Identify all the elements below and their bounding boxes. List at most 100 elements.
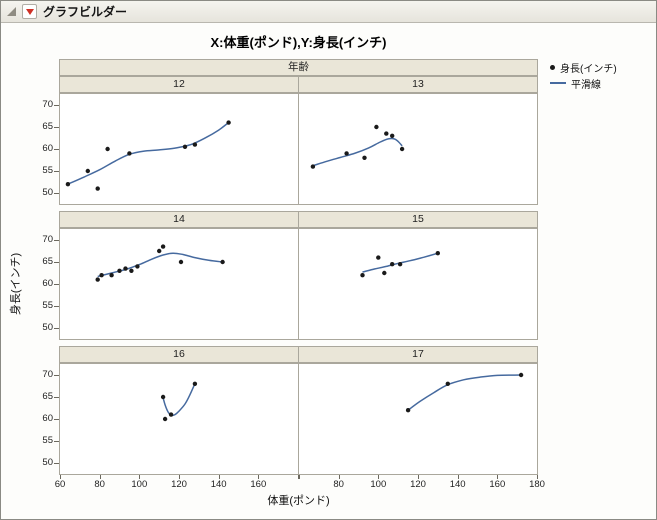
x-tick-label: 60 [54,479,66,490]
y-tick-mark [54,284,59,285]
x-tick-mark [60,475,61,479]
data-point[interactable] [65,182,71,187]
x-tick-mark [179,475,180,479]
x-tick-mark [338,475,340,479]
x-tick-label: 160 [250,479,267,490]
data-point[interactable] [105,146,110,152]
data-point[interactable] [399,146,405,152]
data-point[interactable] [390,262,395,267]
panel-age-14[interactable] [59,228,299,340]
data-point[interactable] [310,164,316,169]
x-tick-label: 140 [210,479,227,490]
smoother-line[interactable] [407,374,522,411]
data-point[interactable] [220,259,225,265]
disclosure-triangle-icon[interactable] [7,7,16,16]
legend-item-smoother[interactable]: 平滑線 [550,75,617,91]
panel-age-16[interactable] [59,363,299,475]
data-point[interactable] [390,133,395,138]
legend-label-points: 身長(インチ) [560,63,617,75]
data-point[interactable] [99,273,104,278]
data-point[interactable] [362,155,367,160]
y-tick-mark [54,441,59,442]
panel-age-12[interactable] [59,93,299,205]
outline-title: グラフビルダー [43,5,128,19]
facet-variable-header: 年齢 [59,59,538,76]
panel-age-13[interactable] [298,93,538,205]
panel-age-17[interactable] [298,363,538,475]
legend-item-points[interactable]: 身長(インチ) [550,59,617,75]
x-tick-label: 120 [171,479,187,490]
y-tick-mark [54,328,59,329]
data-point[interactable] [374,124,379,130]
data-point[interactable] [135,264,140,269]
data-point[interactable] [157,248,162,254]
x-tick-label: 80 [94,479,105,490]
data-point[interactable] [109,273,114,278]
x-tick-mark [418,475,419,479]
facet-label-16: 16 [59,346,299,363]
x-tick-mark [378,475,380,479]
data-point[interactable] [168,412,174,417]
y-tick-mark [54,149,59,150]
legend-label-smoother: 平滑線 [571,79,601,91]
red-triangle-icon [25,8,34,15]
y-tick-mark [54,105,59,106]
data-point[interactable] [360,273,365,278]
data-point[interactable] [376,255,381,260]
red-hotspot-menu-button[interactable] [22,4,37,19]
y-tick-mark [54,193,59,194]
data-point[interactable] [129,268,134,273]
y-tick-label: 70 [42,369,53,380]
data-point[interactable] [518,372,524,378]
smoother-line[interactable] [162,383,196,417]
smoother-line[interactable] [67,121,230,185]
x-tick-mark [298,475,299,479]
data-point[interactable] [162,416,168,422]
y-tick-label: 60 [42,278,53,289]
panel-age-15[interactable] [298,228,538,340]
point-marker-icon [550,64,555,70]
x-tick-mark [457,475,459,479]
x-tick-label: 140 [449,479,466,490]
data-point[interactable] [160,244,166,249]
data-point[interactable] [127,151,132,156]
data-point[interactable] [382,270,387,276]
data-point[interactable] [160,394,166,400]
data-point[interactable] [192,142,198,147]
data-point[interactable] [178,259,184,265]
data-point[interactable] [445,381,450,386]
x-tick-mark [537,475,538,479]
y-tick-label: 65 [42,121,53,132]
data-point[interactable] [226,120,231,125]
facet-label-14: 14 [59,211,299,228]
x-tick-mark [258,475,260,479]
data-point[interactable] [95,277,100,282]
y-tick-label: 60 [42,143,53,154]
data-point[interactable] [95,186,100,191]
x-tick-label: 120 [410,479,426,490]
x-tick-label: 100 [370,479,387,490]
facet-label-12: 12 [59,76,299,93]
y-tick-label: 50 [42,187,53,198]
data-point[interactable] [435,251,440,256]
data-point[interactable] [344,151,349,156]
y-tick-label: 65 [42,256,53,267]
data-point[interactable] [397,262,403,267]
x-tick-label: 80 [333,479,344,490]
data-point[interactable] [85,168,90,174]
data-point[interactable] [384,131,389,136]
y-tick-mark [54,419,59,420]
smoother-line[interactable] [312,137,403,167]
facet-label-17: 17 [298,346,538,363]
data-point[interactable] [123,266,128,271]
y-tick-label: 70 [42,234,53,245]
y-tick-label: 70 [42,99,53,110]
data-point[interactable] [405,408,411,413]
smoother-line[interactable] [97,252,223,278]
data-point[interactable] [117,268,122,273]
data-point[interactable] [182,144,188,149]
facet-label-13: 13 [298,76,538,93]
y-tick-mark [54,397,59,398]
data-point[interactable] [192,381,198,386]
